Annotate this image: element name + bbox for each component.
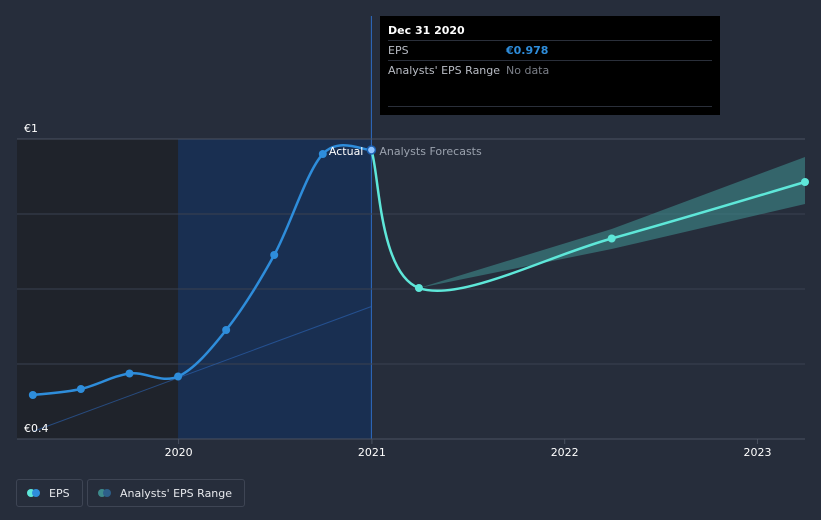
eps-current-point <box>366 145 377 155</box>
legend-range-label: Analysts' EPS Range <box>120 486 233 500</box>
eps-forecast-line <box>370 149 806 293</box>
trend-line <box>32 306 372 432</box>
x-tick-label: 2021 <box>358 446 386 459</box>
eps-actual-point <box>270 251 279 259</box>
tooltip-divider <box>388 106 712 107</box>
legend-eps-label: EPS <box>49 486 70 500</box>
eps-forecast-point <box>801 178 809 186</box>
tooltip-range-value: No data <box>506 64 550 77</box>
eps-actual-point <box>174 372 183 381</box>
eps-swatch-icon <box>27 489 41 497</box>
x-tick-label: 2020 <box>165 446 193 459</box>
tooltip-eps-row: EPS €0.978 <box>388 40 712 60</box>
x-tick-label: 2023 <box>743 446 771 459</box>
legend-range-button[interactable]: Analysts' EPS Range <box>87 479 246 507</box>
tooltip-range-row: Analysts' EPS Range No data <box>388 60 712 80</box>
eps-actual-point <box>28 391 37 399</box>
y-tick-label: €0.4 <box>24 422 49 435</box>
actual-region-label: Actual <box>329 145 363 158</box>
tooltip-eps-value: €0.978 <box>506 44 549 57</box>
eps-forecast-point <box>414 284 423 292</box>
eps-actual-point <box>222 326 231 334</box>
tooltip-date: Dec 31 2020 <box>388 24 465 37</box>
eps-actual-point <box>318 150 327 158</box>
tooltip-panel: Dec 31 2020 EPS €0.978 Analysts' EPS Ran… <box>380 16 720 115</box>
range-swatch-icon <box>98 489 112 497</box>
y-tick-label: €1 <box>24 122 38 135</box>
x-tick-label: 2022 <box>551 446 579 459</box>
tooltip-range-label: Analysts' EPS Range <box>388 64 501 77</box>
eps-actual-point <box>76 385 85 393</box>
forecast-region-label: Analysts Forecasts <box>379 145 482 158</box>
eps-range-band <box>371 150 805 288</box>
tooltip-eps-label: EPS <box>388 44 409 57</box>
eps-forecast-point <box>607 234 616 243</box>
legend-eps-button[interactable]: EPS <box>16 479 83 507</box>
eps-actual-line <box>32 143 372 397</box>
eps-actual-point <box>125 369 134 378</box>
